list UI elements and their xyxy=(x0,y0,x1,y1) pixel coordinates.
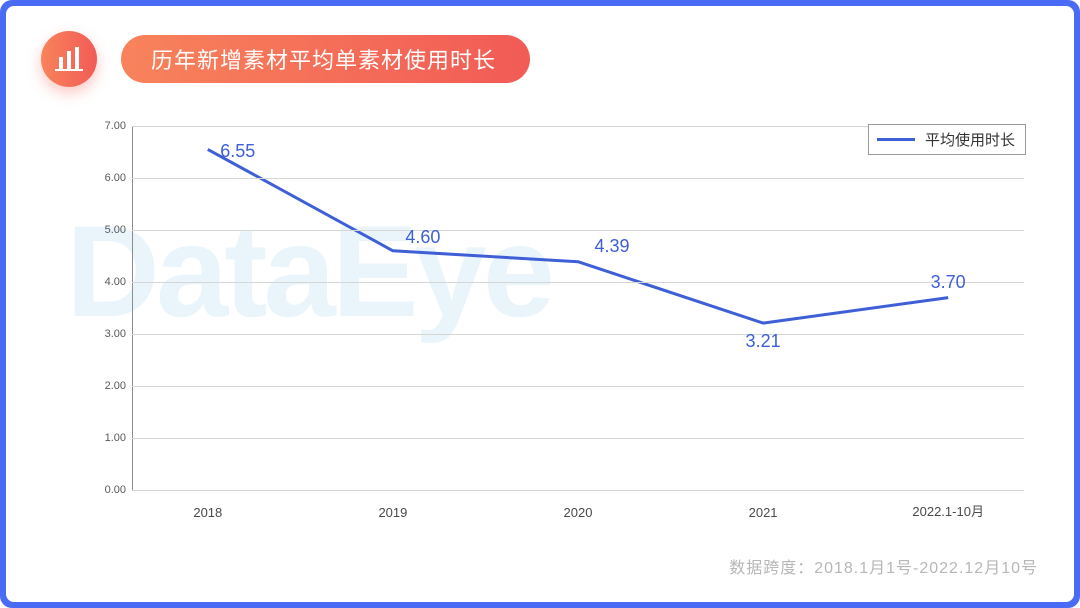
x-tick-label: 2019 xyxy=(378,505,407,520)
data-point-label: 3.21 xyxy=(746,331,781,352)
y-tick-label: 4.00 xyxy=(90,276,126,288)
footer-note: 数据跨度：2018.1月1号-2022.12月10号 xyxy=(729,554,1038,578)
data-point-label: 6.55 xyxy=(220,141,255,162)
y-tick-label: 3.00 xyxy=(90,328,126,340)
data-point-label: 3.70 xyxy=(931,272,966,293)
gridline xyxy=(132,282,1024,283)
chart-title-pill: 历年新增素材平均单素材使用时长 xyxy=(121,35,530,83)
y-tick-label: 5.00 xyxy=(90,224,126,236)
gridline xyxy=(132,334,1024,335)
gridline xyxy=(132,386,1024,387)
gridline xyxy=(132,178,1024,179)
card: DataEye 历年新增素材平均单素材使用时长 0.001.002.003.00… xyxy=(6,6,1074,602)
y-tick-label: 0.00 xyxy=(90,484,126,496)
data-point-label: 4.39 xyxy=(594,236,629,257)
legend: 平均使用时长 xyxy=(868,124,1026,155)
legend-swatch xyxy=(877,138,915,141)
bar-chart-icon xyxy=(41,31,97,87)
x-tick-label: 2018 xyxy=(193,505,222,520)
y-tick-label: 1.00 xyxy=(90,432,126,444)
y-tick-label: 2.00 xyxy=(90,380,126,392)
chart-title: 历年新增素材平均单素材使用时长 xyxy=(151,43,496,75)
legend-label: 平均使用时长 xyxy=(925,129,1015,150)
gridline xyxy=(132,438,1024,439)
gridline xyxy=(132,490,1024,491)
data-point-label: 4.60 xyxy=(405,227,440,248)
x-tick-label: 2022.1-10月 xyxy=(912,501,984,520)
plot-area: 0.001.002.003.004.005.006.007.0020182019… xyxy=(132,126,1024,490)
y-tick-label: 7.00 xyxy=(90,120,126,132)
line-series xyxy=(132,126,1024,490)
y-tick-label: 6.00 xyxy=(90,172,126,184)
outer-frame: DataEye 历年新增素材平均单素材使用时长 0.001.002.003.00… xyxy=(0,0,1080,608)
title-row: 历年新增素材平均单素材使用时长 xyxy=(41,31,530,87)
x-tick-label: 2020 xyxy=(564,505,593,520)
x-tick-label: 2021 xyxy=(749,505,778,520)
chart-area: 0.00 1.00 2.00 3.00 4.00 5.00 6.00 7.00 2018 2019… xyxy=(90,116,1034,526)
gridline xyxy=(132,230,1024,231)
